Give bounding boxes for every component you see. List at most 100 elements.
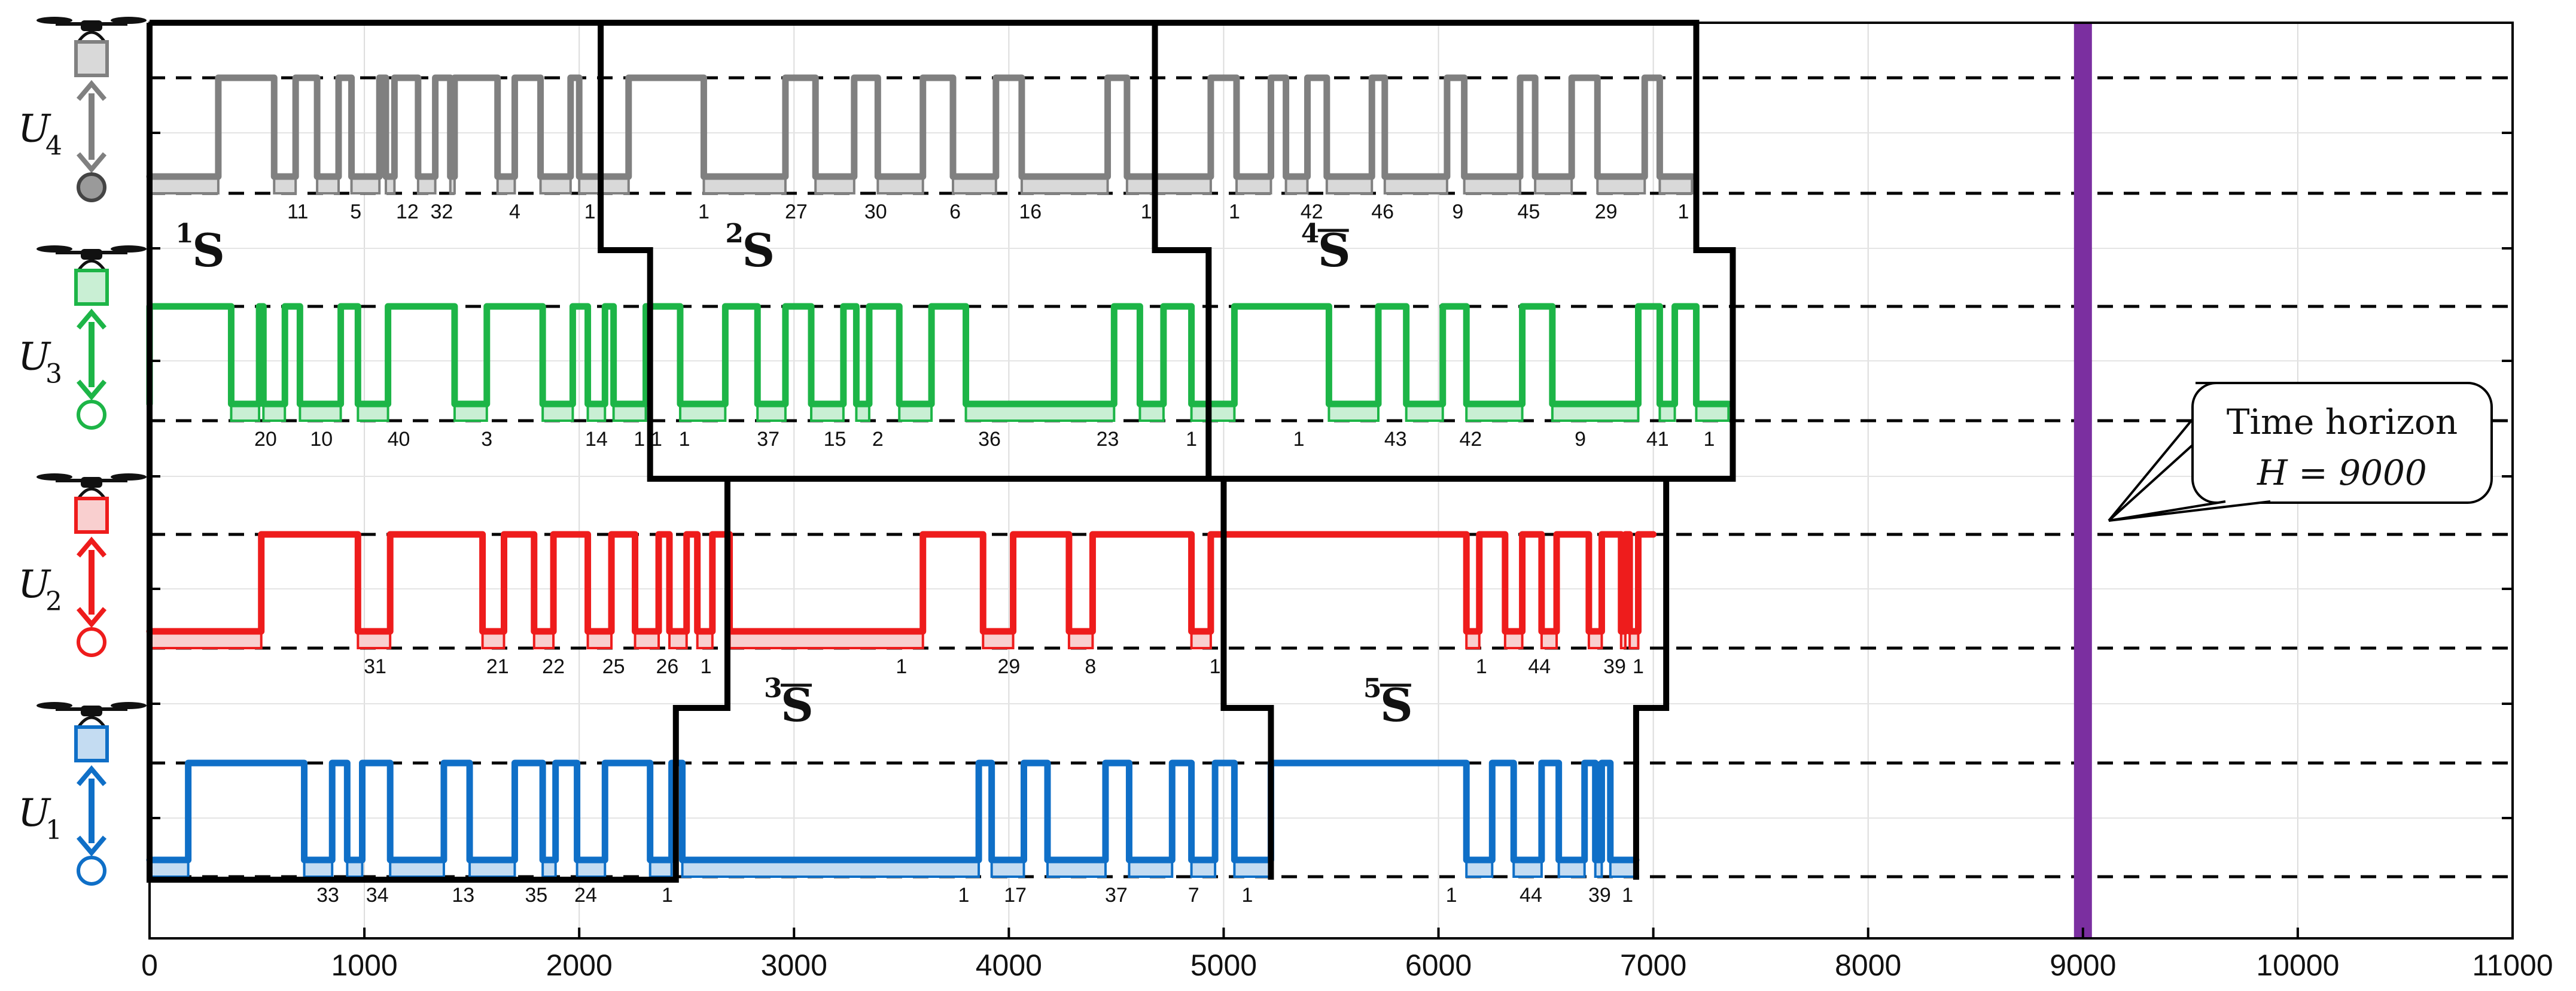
callout-pointer-edge-b	[2108, 500, 2271, 522]
callout-line-1: Time horizon	[2227, 402, 2458, 442]
task-label: 42	[1459, 428, 1482, 451]
task-label: 39	[1603, 655, 1626, 678]
task-label: 45	[1517, 200, 1540, 223]
package-icon	[74, 725, 109, 762]
segment-outline	[1155, 20, 1736, 880]
ground-station-icon	[77, 627, 106, 657]
uav-3-task-fill	[230, 403, 261, 422]
axes: 0 1000 2000 3000 4000 5000 6000 7000 8000 9000 100…	[141, 22, 2553, 982]
task-label: 33	[316, 884, 339, 907]
task-label: 1	[1141, 200, 1152, 223]
x-tick-label: 10000	[2256, 949, 2339, 982]
ground-station-icon	[77, 400, 106, 430]
task-label: 15	[824, 428, 847, 451]
task-labels: 11 5 12 32 4 1 1 27 30 6 16 1 1 42 46 9 45 29 120 10 40 3 14 1 1…	[254, 200, 1715, 907]
drone-hook	[77, 716, 106, 728]
task-label: 44	[1528, 655, 1551, 678]
task-label: 1	[1210, 655, 1221, 678]
task-label: 1	[651, 428, 662, 451]
drone-body	[81, 477, 102, 488]
uav-1-label: U	[18, 791, 51, 835]
uav-3-signal	[146, 303, 1732, 408]
drone-rotor-left	[36, 702, 72, 709]
task-label: 27	[785, 200, 808, 223]
drone-rotor-right	[111, 473, 147, 481]
task-label: 29	[1595, 200, 1618, 223]
task-label: 12	[396, 200, 419, 223]
task-label: 37	[757, 428, 780, 451]
task-label: 20	[254, 428, 277, 451]
task-label: 24	[574, 884, 597, 907]
x-tick-label: 5000	[1190, 949, 1257, 982]
task-label: 1	[958, 884, 969, 907]
uav-1-index: 1	[45, 815, 62, 846]
drone-icon	[36, 245, 147, 272]
arrow-head-up	[76, 765, 107, 786]
time-horizon: Time horizon H = 9000	[2073, 23, 2493, 938]
task-label: 1	[662, 884, 673, 907]
segment-3-label: S	[781, 679, 814, 732]
task-label: 34	[366, 884, 389, 907]
task-label: 2	[872, 428, 884, 451]
segment-3-superscript: 3	[764, 673, 782, 704]
ground-station-icon	[77, 172, 106, 202]
task-label: 37	[1105, 884, 1128, 907]
task-label: 44	[1520, 884, 1542, 907]
arrow-head-down	[76, 607, 107, 628]
task-label: 1	[634, 428, 645, 451]
drone-rotor-right	[111, 702, 147, 709]
task-label: 1	[1446, 884, 1457, 907]
arrow-head-up	[76, 308, 107, 330]
drone-hook	[77, 259, 106, 272]
drone-icon	[36, 702, 147, 728]
task-label: 30	[864, 200, 887, 223]
task-label: 42	[1301, 200, 1323, 223]
task-label: 1	[1622, 884, 1633, 907]
x-tick-label: 0	[141, 949, 158, 982]
drone-body	[81, 249, 102, 260]
task-label: 31	[364, 655, 386, 678]
task-label: 8	[1085, 655, 1096, 678]
uav-2-signal	[146, 531, 1657, 635]
task-label: 32	[430, 200, 453, 223]
segment-outlines	[147, 20, 1736, 883]
x-tick-label: 4000	[976, 949, 1042, 982]
task-label: 43	[1384, 428, 1407, 451]
task-label: 4	[509, 200, 520, 223]
uav-2-index: 2	[45, 586, 62, 617]
arrow-head-down	[76, 152, 107, 174]
drone-icon	[36, 17, 147, 43]
uav-2-label: U	[18, 563, 51, 607]
task-label: 14	[585, 428, 608, 451]
task-label: 39	[1588, 884, 1611, 907]
task-label: 17	[1004, 884, 1027, 907]
task-label: 23	[1097, 428, 1119, 451]
task-label: 11	[287, 200, 308, 223]
task-label: 40	[388, 428, 410, 451]
task-label: 1	[1704, 428, 1715, 451]
x-tick-label: 1000	[331, 949, 397, 982]
task-label: 1	[1633, 655, 1644, 678]
task-label: 1	[1293, 428, 1305, 451]
segment-5-superscript: 5	[1363, 673, 1382, 704]
callout-line-2: H = 9000	[2257, 452, 2427, 493]
uav-3-label: U	[18, 335, 51, 379]
task-label: 10	[310, 428, 333, 451]
task-label: 9	[1575, 428, 1586, 451]
axes-frame	[148, 22, 2514, 940]
task-label: 46	[1371, 200, 1394, 223]
package-icon	[74, 497, 109, 534]
task-label: 29	[997, 655, 1020, 678]
segment-4-superscript: 4	[1301, 218, 1320, 249]
x-tick-label: 9000	[2050, 949, 2116, 982]
segment-5-label: S	[1380, 679, 1413, 732]
task-label: 9	[1452, 200, 1463, 223]
task-label: 1	[1241, 884, 1253, 907]
task-label: 1	[1229, 200, 1240, 223]
task-label: 13	[452, 884, 474, 907]
package-icon	[74, 269, 109, 306]
drone-rotor-left	[36, 245, 72, 253]
